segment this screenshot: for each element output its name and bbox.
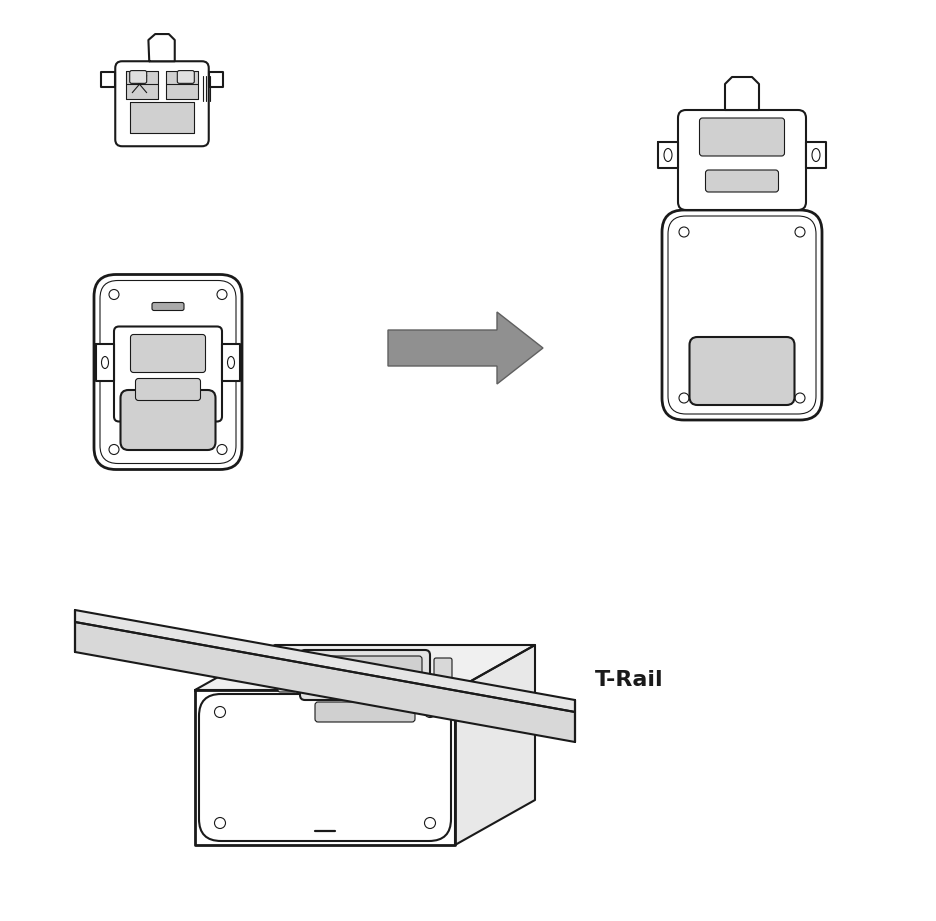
Polygon shape <box>95 344 114 381</box>
Ellipse shape <box>664 148 671 161</box>
FancyBboxPatch shape <box>136 379 200 401</box>
Polygon shape <box>75 610 575 712</box>
Circle shape <box>794 227 804 237</box>
Polygon shape <box>101 73 115 87</box>
FancyBboxPatch shape <box>689 337 794 405</box>
FancyBboxPatch shape <box>433 658 451 692</box>
FancyBboxPatch shape <box>278 658 296 692</box>
Circle shape <box>679 393 688 403</box>
Polygon shape <box>209 73 223 87</box>
FancyBboxPatch shape <box>699 118 783 156</box>
Circle shape <box>214 706 226 717</box>
FancyBboxPatch shape <box>129 71 147 83</box>
FancyBboxPatch shape <box>678 110 805 210</box>
Polygon shape <box>455 645 534 845</box>
Polygon shape <box>166 71 197 99</box>
Polygon shape <box>388 312 543 384</box>
FancyBboxPatch shape <box>308 656 421 688</box>
Ellipse shape <box>101 356 109 368</box>
Circle shape <box>679 227 688 237</box>
Polygon shape <box>805 142 826 168</box>
FancyBboxPatch shape <box>152 302 183 310</box>
Circle shape <box>217 445 227 454</box>
Circle shape <box>217 289 227 299</box>
FancyBboxPatch shape <box>300 650 430 700</box>
FancyBboxPatch shape <box>100 281 236 463</box>
FancyBboxPatch shape <box>94 274 241 470</box>
Circle shape <box>109 289 119 299</box>
FancyBboxPatch shape <box>705 170 778 192</box>
Circle shape <box>794 393 804 403</box>
FancyBboxPatch shape <box>121 390 215 450</box>
Polygon shape <box>129 102 194 134</box>
Polygon shape <box>195 645 534 690</box>
Text: T-Rail: T-Rail <box>594 670 663 690</box>
Polygon shape <box>126 71 157 99</box>
Polygon shape <box>195 690 455 845</box>
Polygon shape <box>222 344 240 381</box>
FancyBboxPatch shape <box>130 334 205 372</box>
Ellipse shape <box>227 356 234 368</box>
FancyBboxPatch shape <box>177 71 194 83</box>
FancyBboxPatch shape <box>667 216 815 414</box>
FancyBboxPatch shape <box>115 62 209 146</box>
Circle shape <box>424 706 435 717</box>
Polygon shape <box>148 34 174 62</box>
FancyBboxPatch shape <box>314 702 415 722</box>
Polygon shape <box>75 622 575 742</box>
Circle shape <box>214 818 226 829</box>
Polygon shape <box>724 77 758 110</box>
Ellipse shape <box>812 148 819 161</box>
FancyBboxPatch shape <box>662 210 821 420</box>
Circle shape <box>109 445 119 454</box>
Circle shape <box>424 818 435 829</box>
FancyBboxPatch shape <box>114 327 222 422</box>
Polygon shape <box>657 142 678 168</box>
